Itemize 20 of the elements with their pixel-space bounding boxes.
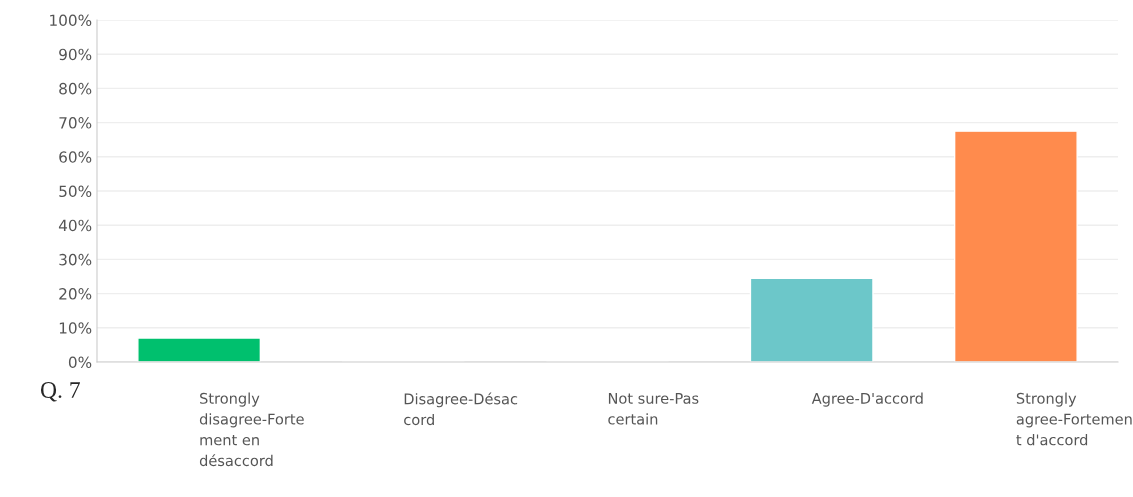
y-tick-label: 50%	[59, 185, 92, 198]
x-tick-label: Agree-D'accord	[811, 392, 923, 407]
x-tick-label: Disagree-Désaccord	[404, 392, 518, 426]
y-tick-label: 20%	[59, 288, 92, 300]
y-tick-label: 70%	[59, 117, 92, 129]
y-tick-label: 10%	[59, 322, 92, 334]
y-tick-label: 60%	[59, 151, 92, 163]
x-tick-label: Strongly disagree-Fortement en désaccord	[199, 392, 304, 467]
y-tick-label: 40%	[58, 219, 92, 232]
bar	[953, 130, 1078, 362]
y-tick-label: 100%	[50, 14, 92, 27]
bar	[749, 277, 874, 362]
text: Q. 7	[40, 382, 80, 402]
x-tick-label: Strongly agree-Fortement d'accord	[1016, 392, 1132, 446]
x-tick-label: Not sure-Pas certain	[608, 393, 699, 425]
y-tick-label: 30%	[59, 253, 92, 266]
bar	[137, 337, 262, 362]
y-tick-label: 90%	[59, 48, 92, 61]
y-tick-label: 80%	[59, 82, 92, 95]
y-tick-label: 0%	[68, 356, 92, 369]
